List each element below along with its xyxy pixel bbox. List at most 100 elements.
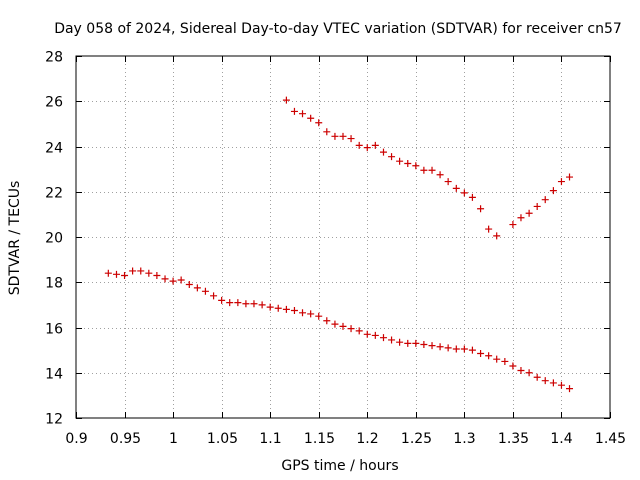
x-tick-label: 0.9 bbox=[65, 431, 87, 447]
y-tick-label: 24 bbox=[45, 141, 63, 157]
data-point bbox=[371, 331, 379, 339]
plot-frame bbox=[75, 55, 611, 419]
data-point bbox=[129, 267, 137, 275]
data-point bbox=[282, 305, 290, 313]
data-point bbox=[290, 307, 298, 315]
data-point bbox=[566, 173, 574, 181]
data-point bbox=[509, 362, 517, 370]
data-point bbox=[477, 205, 485, 213]
y-axis-label: SDTVAR / TECUs bbox=[7, 181, 23, 296]
data-point bbox=[549, 187, 557, 195]
data-point bbox=[315, 119, 323, 127]
x-tick-label: 1.1 bbox=[259, 431, 281, 447]
data-point bbox=[452, 184, 460, 192]
data-point bbox=[485, 225, 493, 233]
data-point bbox=[420, 340, 428, 348]
data-point bbox=[557, 381, 565, 389]
x-tick-label: 1.15 bbox=[304, 431, 335, 447]
data-point bbox=[363, 144, 371, 152]
data-point bbox=[250, 300, 258, 308]
data-point bbox=[412, 339, 420, 347]
data-point bbox=[444, 344, 452, 352]
data-point bbox=[404, 339, 412, 347]
data-point bbox=[258, 301, 266, 309]
y-tick-label: 26 bbox=[45, 95, 63, 111]
x-tick-label: 0.95 bbox=[110, 431, 141, 447]
series-2-points bbox=[104, 267, 574, 393]
data-point bbox=[371, 141, 379, 149]
data-point bbox=[501, 357, 509, 365]
data-point bbox=[153, 271, 161, 279]
axis-ticks: 0.9 0.95 1 1.05 1.1 1.15 1.2 1.25 1.3 1.35 1.4 1.45… bbox=[45, 50, 626, 448]
data-point bbox=[412, 162, 420, 170]
x-axis-label: GPS time / hours bbox=[281, 458, 398, 474]
x-tick-label: 1 bbox=[169, 431, 178, 447]
data-point bbox=[396, 338, 404, 346]
data-point bbox=[177, 276, 185, 284]
data-point bbox=[169, 277, 177, 285]
y-tick-label: 12 bbox=[45, 412, 63, 428]
data-point bbox=[428, 342, 436, 350]
data-point bbox=[266, 303, 274, 311]
data-point bbox=[201, 287, 209, 295]
data-point bbox=[533, 373, 541, 381]
data-point bbox=[210, 292, 218, 300]
data-point bbox=[323, 128, 331, 136]
data-point bbox=[137, 267, 145, 275]
data-point bbox=[460, 345, 468, 353]
data-point bbox=[436, 343, 444, 351]
data-point bbox=[388, 336, 396, 344]
data-point bbox=[379, 334, 387, 342]
data-point bbox=[549, 379, 557, 387]
data-point bbox=[428, 166, 436, 174]
data-point bbox=[193, 284, 201, 292]
data-point bbox=[282, 96, 290, 104]
data-point bbox=[541, 196, 549, 204]
chart-title: Day 058 of 2024, Sidereal Day-to-day VTE… bbox=[54, 21, 622, 37]
data-point bbox=[242, 300, 250, 308]
y-tick-label: 18 bbox=[45, 276, 63, 292]
data-point bbox=[234, 299, 242, 307]
data-point bbox=[355, 327, 363, 335]
grid-lines bbox=[76, 56, 610, 418]
data-point bbox=[112, 270, 120, 278]
series-1-points bbox=[282, 96, 574, 240]
data-point bbox=[468, 346, 476, 354]
data-point bbox=[420, 166, 428, 174]
data-point bbox=[460, 189, 468, 197]
data-point bbox=[396, 157, 404, 165]
data-point bbox=[509, 221, 517, 229]
data-point bbox=[404, 159, 412, 167]
y-tick-label: 28 bbox=[45, 50, 63, 66]
data-point bbox=[388, 153, 396, 161]
data-point bbox=[452, 345, 460, 353]
data-point bbox=[145, 269, 153, 277]
data-point bbox=[323, 317, 331, 325]
x-tick-label: 1.2 bbox=[356, 431, 378, 447]
data-point bbox=[185, 281, 193, 289]
data-point bbox=[226, 299, 234, 307]
data-points bbox=[104, 96, 574, 393]
data-point bbox=[436, 171, 444, 179]
data-point bbox=[517, 366, 525, 374]
data-point bbox=[290, 107, 298, 115]
data-point bbox=[477, 350, 485, 358]
data-point bbox=[379, 148, 387, 156]
data-point bbox=[161, 275, 169, 283]
x-tick-label: 1.35 bbox=[498, 431, 529, 447]
data-point bbox=[347, 135, 355, 143]
data-point bbox=[104, 269, 112, 277]
x-tick-label: 1.25 bbox=[401, 431, 432, 447]
data-point bbox=[493, 232, 501, 240]
data-point bbox=[525, 209, 533, 217]
data-point bbox=[468, 193, 476, 201]
x-tick-label: 1.3 bbox=[453, 431, 475, 447]
data-point bbox=[307, 310, 315, 318]
data-point bbox=[444, 178, 452, 186]
data-point bbox=[566, 385, 574, 393]
data-point bbox=[299, 110, 307, 118]
data-point bbox=[218, 296, 226, 304]
data-point bbox=[485, 352, 493, 360]
data-point bbox=[315, 312, 323, 320]
